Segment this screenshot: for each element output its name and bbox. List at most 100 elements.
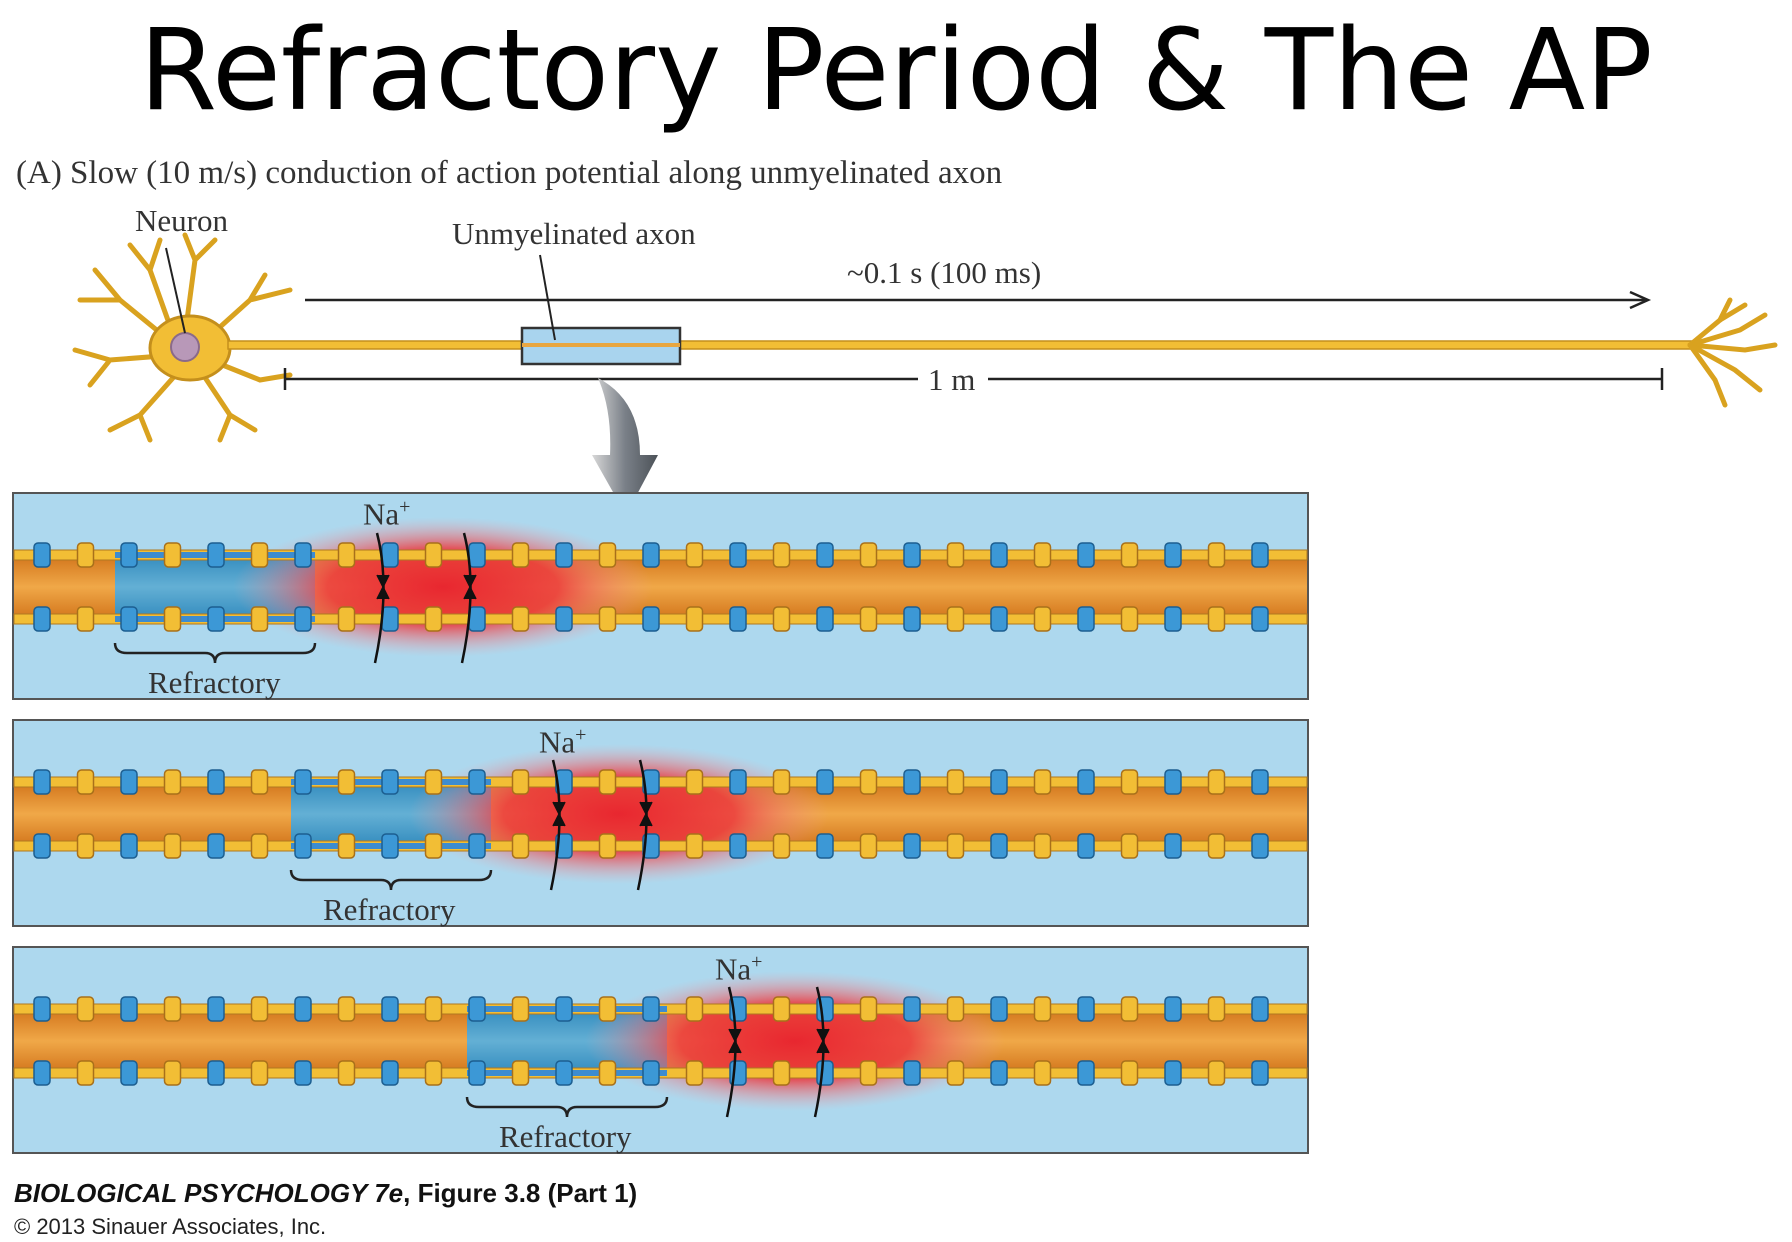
sodium-channel [120,606,138,632]
potassium-channel [1207,996,1226,1022]
potassium-channel [337,769,356,795]
sodium-channel [207,769,225,795]
zoom-arrow [592,378,658,515]
sodium-channel [903,996,921,1022]
potassium-channel [946,769,965,795]
potassium-channel [511,996,530,1022]
potassium-channel [685,833,704,859]
conduction-panel-1 [12,492,1309,700]
sodium-channel [1164,1060,1182,1086]
sodium-channel [33,1060,51,1086]
potassium-channel [76,996,95,1022]
sodium-channel [816,833,834,859]
potassium-channel [859,833,878,859]
arrowhead [552,812,566,827]
sodium-channel [555,1060,573,1086]
time-label: ~0.1 s (100 ms) [847,255,1042,290]
copyright-notice: © 2013 Sinauer Associates, Inc. [14,1214,327,1239]
potassium-channel [1207,1060,1226,1086]
sodium-channel [1251,769,1269,795]
sodium-channel [33,542,51,568]
potassium-channel [163,996,182,1022]
potassium-channel [424,833,443,859]
sodium-channel [468,606,486,632]
sodium-channel [642,606,660,632]
sodium-channel [120,996,138,1022]
potassium-channel [772,1060,791,1086]
potassium-channel [772,606,791,632]
potassium-channel [598,996,617,1022]
sodium-channel [555,542,573,568]
sodium-channel [990,1060,1008,1086]
potassium-channel [1207,542,1226,568]
conduction-panel-2 [12,719,1309,927]
sodium-channel [294,769,312,795]
sodium-channel [294,833,312,859]
sodium-channel [468,769,486,795]
sodium-channel [642,833,660,859]
potassium-channel [337,1060,356,1086]
potassium-channel [163,769,182,795]
sodium-channel [642,1060,660,1086]
sodium-channel [729,606,747,632]
potassium-channel [1033,769,1052,795]
potassium-channel [424,769,443,795]
sodium-channel [1077,996,1095,1022]
potassium-channel [859,1060,878,1086]
panel-1-na-label: Na+ [363,496,411,532]
potassium-channel [250,1060,269,1086]
sodium-channel [990,606,1008,632]
potassium-channel [859,996,878,1022]
sodium-channel [1251,833,1269,859]
sodium-channel [33,769,51,795]
sodium-channel [816,1060,834,1086]
potassium-channel [163,606,182,632]
potassium-channel [511,769,530,795]
sodium-channel [468,833,486,859]
dendrites [72,232,293,443]
arrowhead [639,812,653,827]
panel-1-refractory-label: Refractory [148,665,281,700]
refractory-bracket [113,642,317,664]
sodium-channel [120,833,138,859]
potassium-channel [1120,542,1139,568]
depolarization-zone [233,517,653,657]
potassium-channel [598,1060,617,1086]
potassium-channel [859,542,878,568]
potassium-channel [424,1060,443,1086]
potassium-channel [946,606,965,632]
sodium-channel [903,542,921,568]
potassium-channel [1033,996,1052,1022]
sodium-channel [294,606,312,632]
sodium-channel [1164,833,1182,859]
potassium-channel [250,833,269,859]
potassium-channel [685,996,704,1022]
sodium-channel [381,769,399,795]
sodium-channel [381,606,399,632]
potassium-channel [1033,606,1052,632]
sodium-channel [1251,1060,1269,1086]
potassium-channel [685,769,704,795]
potassium-channel [511,1060,530,1086]
sodium-channel [294,542,312,568]
potassium-channel [76,769,95,795]
potassium-channel [772,833,791,859]
sodium-channel [207,1060,225,1086]
potassium-channel [1207,606,1226,632]
neuron-label: Neuron [135,203,228,238]
potassium-channel [424,542,443,568]
potassium-channel [76,1060,95,1086]
panel-2-refractory-label: Refractory [323,892,456,927]
potassium-channel [337,996,356,1022]
sodium-channel [120,1060,138,1086]
potassium-channel [337,542,356,568]
potassium-channel [1033,833,1052,859]
sodium-channel [729,769,747,795]
potassium-channel [424,996,443,1022]
potassium-channel [511,606,530,632]
arrowhead [463,585,477,600]
sodium-channel [903,833,921,859]
membrane [13,840,1308,852]
sodium-channel [33,833,51,859]
